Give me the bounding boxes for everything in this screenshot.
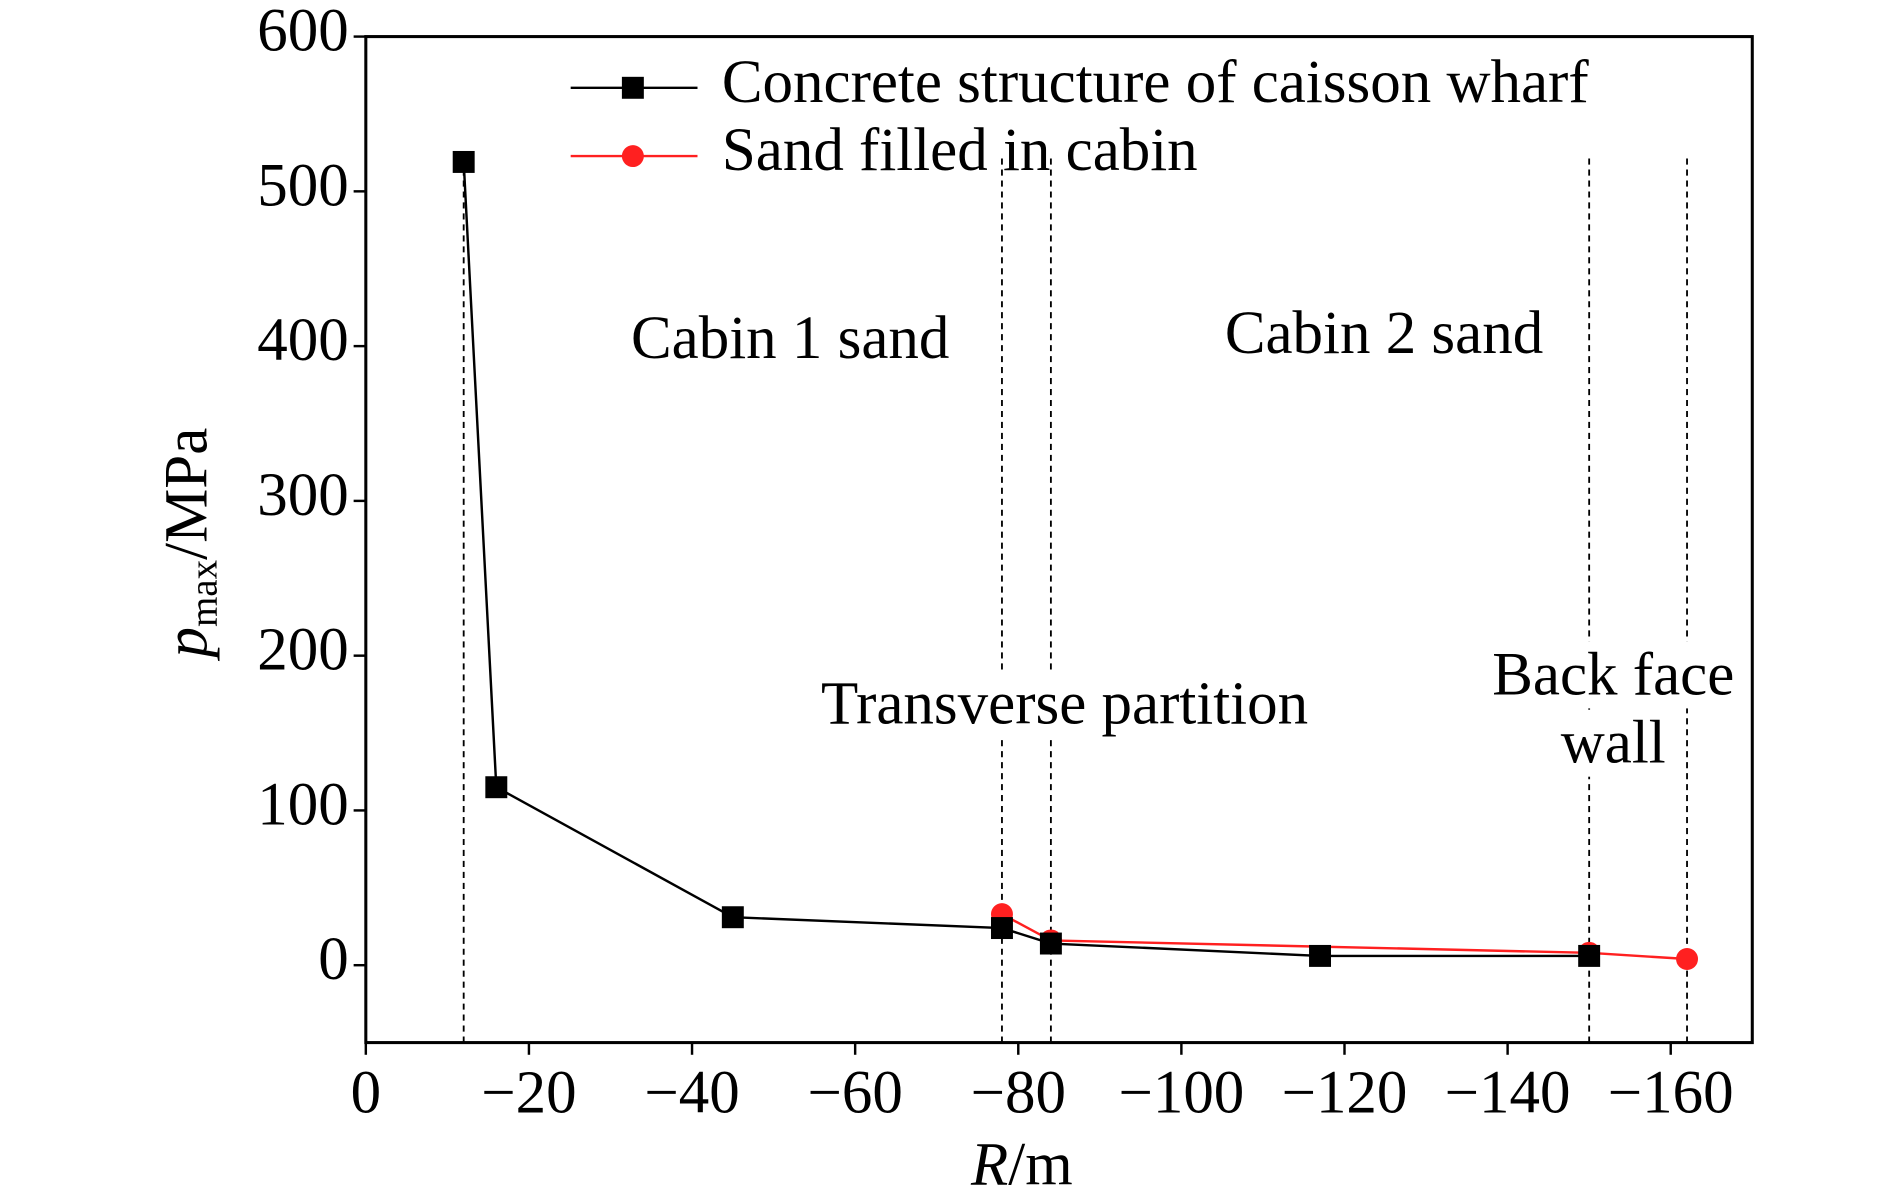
legend-label: Concrete structure of caisson wharf [722, 49, 1589, 116]
annotation-background [1487, 641, 1740, 709]
x-axis-label: R/m [970, 1132, 1073, 1199]
annotation-background [1555, 709, 1671, 777]
chart-body: Cabin 1 sand Cabin 2 sand Transverse parti… [154, 0, 1754, 1199]
marker [1676, 948, 1699, 970]
marker [485, 776, 508, 799]
annotation-background [626, 304, 955, 372]
marker [721, 906, 744, 929]
x-tick-label: −160 [1608, 1060, 1734, 1127]
x-tick-label: −40 [644, 1060, 739, 1127]
x-tick-label: −80 [971, 1060, 1066, 1127]
legend-marker [621, 145, 644, 168]
x-tick-label: −100 [1118, 1060, 1244, 1127]
annotation: wall [1561, 710, 1666, 777]
marker [452, 150, 475, 173]
annotation-background [1219, 299, 1549, 367]
annotation: Cabin 1 sand [631, 305, 949, 372]
y-tick-label: 0 [318, 926, 348, 993]
y-tick-label: 100 [257, 771, 348, 838]
marker [990, 917, 1013, 940]
y-tick-label: 200 [257, 617, 348, 684]
annotation: Transverse partition [821, 671, 1308, 738]
legend-marker [621, 76, 644, 99]
marker [1578, 944, 1601, 967]
y-axis-unit: /MPa [154, 428, 221, 560]
x-axis-symbol: R [970, 1132, 1008, 1199]
legend-label: Sand filled in cabin [722, 117, 1198, 184]
y-tick-label: 300 [257, 462, 348, 529]
annotation-background [816, 670, 1313, 738]
y-axis-symbol: p [154, 627, 221, 661]
annotation: Back face [1492, 641, 1734, 708]
x-tick-label: −60 [807, 1060, 902, 1127]
y-tick-label: 400 [257, 307, 348, 374]
x-axis-unit: /m [1008, 1132, 1072, 1199]
x-tick-label: 0 [351, 1060, 381, 1127]
plot-frame [364, 35, 1754, 1045]
series-line [462, 161, 1590, 958]
x-tick-label: −140 [1445, 1060, 1571, 1127]
x-tick-label: −20 [481, 1060, 576, 1127]
marker [1039, 932, 1062, 955]
marker [1309, 944, 1332, 967]
y-tick-label: 500 [257, 152, 348, 219]
annotation: Cabin 2 sand [1225, 300, 1543, 367]
y-axis-label: pmax/MPa [154, 428, 226, 662]
y-tick-label: 600 [257, 0, 348, 65]
x-tick-label: −120 [1282, 1060, 1408, 1127]
y-axis-subscript: max [182, 559, 225, 627]
